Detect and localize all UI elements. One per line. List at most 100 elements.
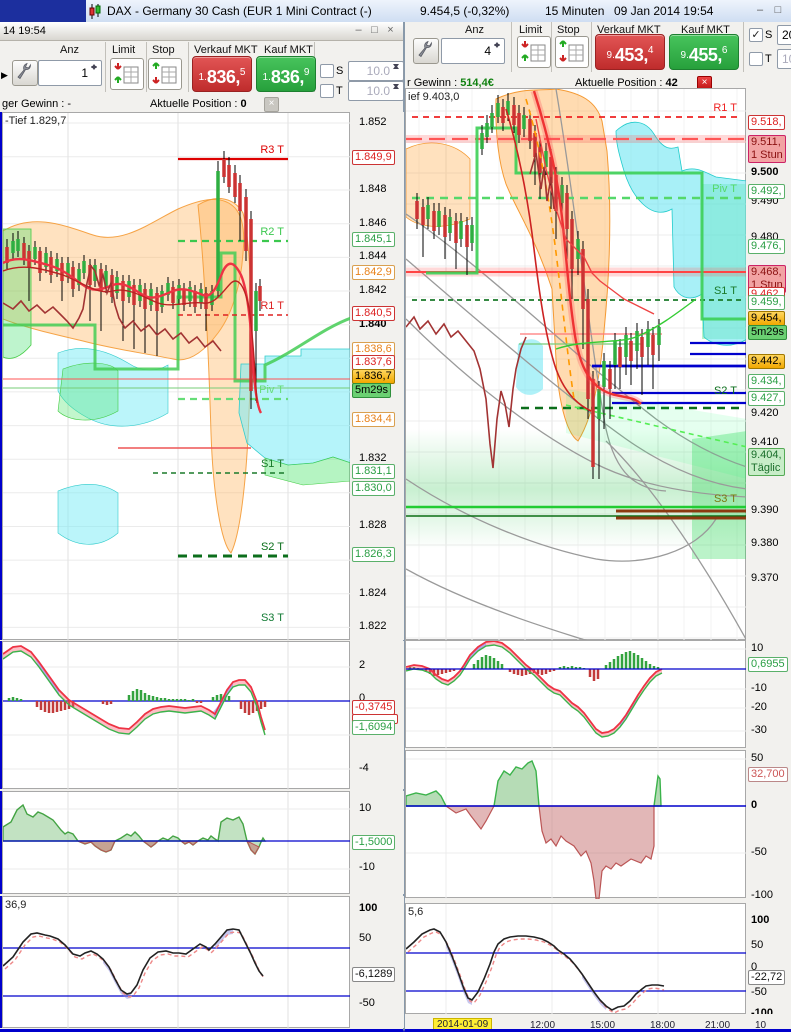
limit-header: Limit — [519, 24, 543, 36]
settings-wrench-button[interactable] — [12, 60, 38, 86]
level-label-r1: R1 T — [713, 102, 737, 114]
close-position-button[interactable]: × — [264, 97, 279, 112]
left-stoch-axis[interactable]: 100 50 -50 -6,1289 — [350, 896, 406, 1028]
right-quantity-value: 4 — [484, 44, 491, 58]
axis-tick: 1.842 — [359, 284, 387, 296]
left-price-axis[interactable]: 1.852 1.848 1.846 1.844 1.842 1.840 1.83… — [350, 112, 406, 640]
right-macd-panel: 10 -10 -20 -30 0,6955 — [405, 640, 791, 749]
buy-price-sup: 6 — [721, 45, 728, 56]
stop-order-button[interactable] — [148, 58, 182, 90]
axis-tick: 1.832 — [359, 452, 387, 464]
spinner-down[interactable] — [391, 82, 402, 91]
order-level-lines — [592, 341, 747, 405]
stop-loss-checkbox[interactable]: ✓ — [749, 28, 763, 42]
left-order-toolbar: Anz Limit Stop Verkauf MKT Kauf MKT ▶ 1 — [0, 40, 404, 101]
time-axis[interactable]: 2014-01-09 12:00 15:00 18:00 21:00 10 — [405, 1014, 791, 1030]
quantity-down-button[interactable] — [492, 39, 503, 51]
right-chart-window: Anz Limit Stop Verkauf MKT Kauf MKT 4 — [404, 22, 791, 1032]
right-position-status: Aktuelle Position : 42 — [575, 77, 678, 89]
axis-tick: 1.822 — [359, 620, 387, 632]
left-minimize-button[interactable]: – — [355, 24, 362, 36]
left-oscillator-axis[interactable]: 10 -10 -1,5000 — [350, 791, 406, 894]
time-tick: 21:00 — [705, 1020, 731, 1030]
right-stoch-canvas — [406, 904, 747, 1015]
axis-tick: -4 — [359, 762, 369, 774]
stop-order-button[interactable] — [555, 36, 589, 68]
buy-header: Kauf MKT — [264, 44, 313, 56]
stop-loss-value-field[interactable]: 20.0 — [777, 25, 791, 45]
right-price-axis[interactable]: 9.500 9.490 9.480 9.420 9.410 9.390 9.38… — [746, 88, 791, 640]
wrench-icon — [418, 40, 432, 58]
stop-order-icon — [559, 40, 584, 62]
left-quantity-stepper[interactable]: 1 — [38, 60, 102, 86]
trailing-value-field[interactable]: 10.0 — [348, 81, 404, 101]
axis-tick: 50 — [359, 932, 372, 944]
price-label: 9.434, — [748, 374, 785, 389]
price-label-s2: 1.826,3 — [352, 547, 395, 562]
expand-arrow-icon[interactable]: ▶ — [1, 70, 8, 80]
buy-market-button[interactable]: 9.455,6 — [669, 34, 739, 70]
maximize-button[interactable]: □ — [774, 4, 782, 16]
left-oscillator-plot[interactable] — [2, 791, 351, 895]
limit-order-button[interactable] — [517, 36, 551, 68]
order-price-label: 9.442, — [748, 354, 785, 369]
right-chart-plot[interactable]: ief 9.403,0 R1 T Piv T S1 T S2 T S3 T — [405, 88, 747, 641]
axis-tick: -50 — [751, 986, 767, 998]
right-macd-plot[interactable] — [405, 640, 747, 749]
position-value: 42 — [665, 77, 678, 89]
quantity-down-button[interactable] — [89, 61, 100, 73]
left-chart-window: 14 19:54 – □ × Anz Limit Stop Verkauf MK… — [0, 22, 406, 1032]
sell-market-button[interactable]: 9.453,4 — [595, 34, 665, 70]
candlestick-icon — [89, 4, 101, 19]
oscillator-value-label: 32,700 — [748, 767, 788, 782]
current-price-label: 1.836,7 — [352, 369, 395, 384]
axis-tick: 10 — [751, 642, 764, 654]
spinner-down[interactable] — [391, 62, 402, 71]
buy-market-button[interactable]: 1.836,9 — [256, 56, 316, 92]
trailing-checkbox[interactable] — [320, 84, 334, 98]
macd-signal-label: -1,6094 — [352, 720, 396, 735]
left-close-button[interactable]: × — [387, 24, 394, 36]
minimize-button[interactable]: – — [756, 4, 764, 16]
left-maximize-button[interactable]: □ — [371, 24, 378, 36]
axis-tick: 0 — [359, 692, 366, 704]
stop-loss-label: S — [765, 29, 773, 41]
trailing-checkbox[interactable] — [749, 52, 763, 66]
titlebar-timeframe: 15 Minuten — [545, 4, 605, 18]
sell-price-sup: 5 — [239, 67, 246, 78]
sell-market-button[interactable]: 1.836,5 — [192, 56, 252, 92]
time-tick: 15:00 — [590, 1020, 616, 1030]
time-tick: 12:00 — [530, 1020, 556, 1030]
left-chart-plot[interactable]: -Tief 1.829,7 R3 T R2 T R1 T Piv T S1 T … — [2, 112, 351, 641]
level-label-piv: Piv T — [712, 183, 737, 195]
trailing-value-field[interactable]: 10.0 — [777, 49, 791, 69]
right-macd-axis[interactable]: 10 -10 -20 -30 0,6955 — [746, 640, 791, 748]
right-stoch-plot[interactable]: 5,6 — [405, 903, 747, 1015]
price-label-r1: 9.518, — [748, 115, 785, 130]
left-macd-plot[interactable] — [2, 641, 351, 790]
right-oscillator-axis[interactable]: 50 0 -50 -100 32,700 — [746, 750, 791, 898]
right-oscillator-plot[interactable] — [405, 750, 747, 899]
right-quantity-stepper[interactable]: 4 — [441, 38, 505, 64]
stop-loss-checkbox[interactable] — [320, 64, 334, 78]
price-label-sub: Täglic — [751, 462, 781, 474]
limit-order-button[interactable] — [110, 58, 144, 90]
level-label-r1: R1 T — [260, 300, 284, 312]
left-stoch-plot[interactable]: 36,9 — [2, 896, 351, 1029]
right-oscillator-canvas — [406, 751, 747, 899]
price-label-text: 9.511, — [751, 136, 781, 148]
countdown-label: 5m29s — [352, 383, 392, 398]
anz-header: Anz — [465, 24, 484, 36]
axis-tick: -20 — [751, 701, 767, 713]
axis-tick: 9.500 — [751, 166, 779, 178]
axis-tick: 100 — [359, 902, 378, 914]
stop-loss-value-field[interactable]: 10.0 — [348, 61, 404, 81]
price-label: 1.838,6 — [352, 342, 395, 357]
titlebar-datetime: 09 Jan 2014 19:54 — [614, 4, 714, 18]
oscillator-value-label: -1,5000 — [352, 835, 396, 850]
right-stoch-axis[interactable]: 100 50 0 -50 -100 -22,72 — [746, 903, 791, 1014]
close-position-button[interactable]: × — [697, 76, 712, 91]
left-macd-axis[interactable]: 2 0 -4 -0,3745 -1,6094 — [350, 641, 406, 789]
stop-order-icon — [152, 62, 177, 84]
settings-wrench-button[interactable] — [413, 38, 439, 64]
